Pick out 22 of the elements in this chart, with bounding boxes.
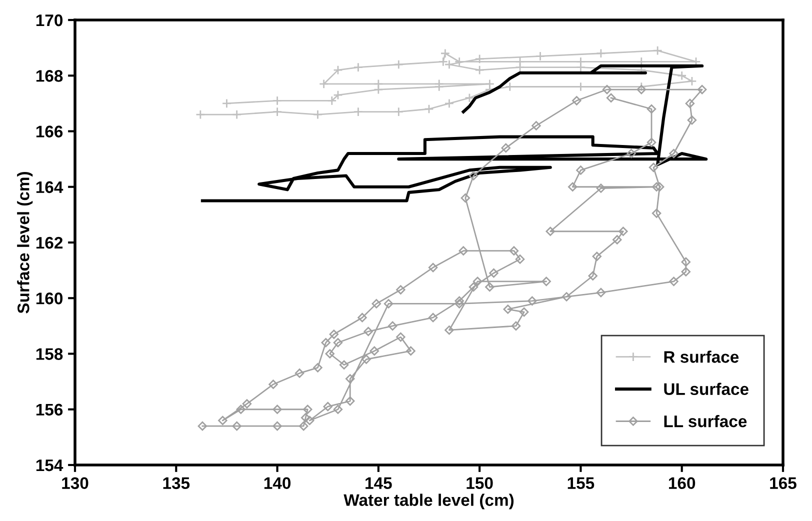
y-tick-label: 156 xyxy=(36,404,63,416)
y-tick-label: 168 xyxy=(36,70,63,82)
x-tick-label: 140 xyxy=(264,477,291,490)
y-tick-label: 166 xyxy=(36,126,63,138)
x-tick-label: 155 xyxy=(568,477,594,490)
y-tick-label: 170 xyxy=(36,14,63,26)
x-tick-label: 145 xyxy=(366,477,392,490)
x-tick-label: 135 xyxy=(163,477,190,490)
y-tick-label: 160 xyxy=(36,292,63,304)
legend-label: UL surface xyxy=(664,382,748,396)
legend-label: LL surface xyxy=(664,415,747,428)
y-tick-label: 154 xyxy=(36,460,64,472)
y-tick-label: 162 xyxy=(36,236,63,249)
legend-label: R surface xyxy=(664,350,739,363)
x-tick-label: 150 xyxy=(466,477,493,490)
x-tick-label: 160 xyxy=(669,477,696,490)
x-axis-title: Water table level (cm) xyxy=(344,494,514,510)
y-tick-label: 158 xyxy=(36,348,63,360)
y-tick-label: 164 xyxy=(36,181,64,194)
x-tick-label: 130 xyxy=(62,477,88,490)
x-tick-label: 165 xyxy=(770,477,796,490)
y-axis-title: Surface level (cm) xyxy=(17,172,33,314)
